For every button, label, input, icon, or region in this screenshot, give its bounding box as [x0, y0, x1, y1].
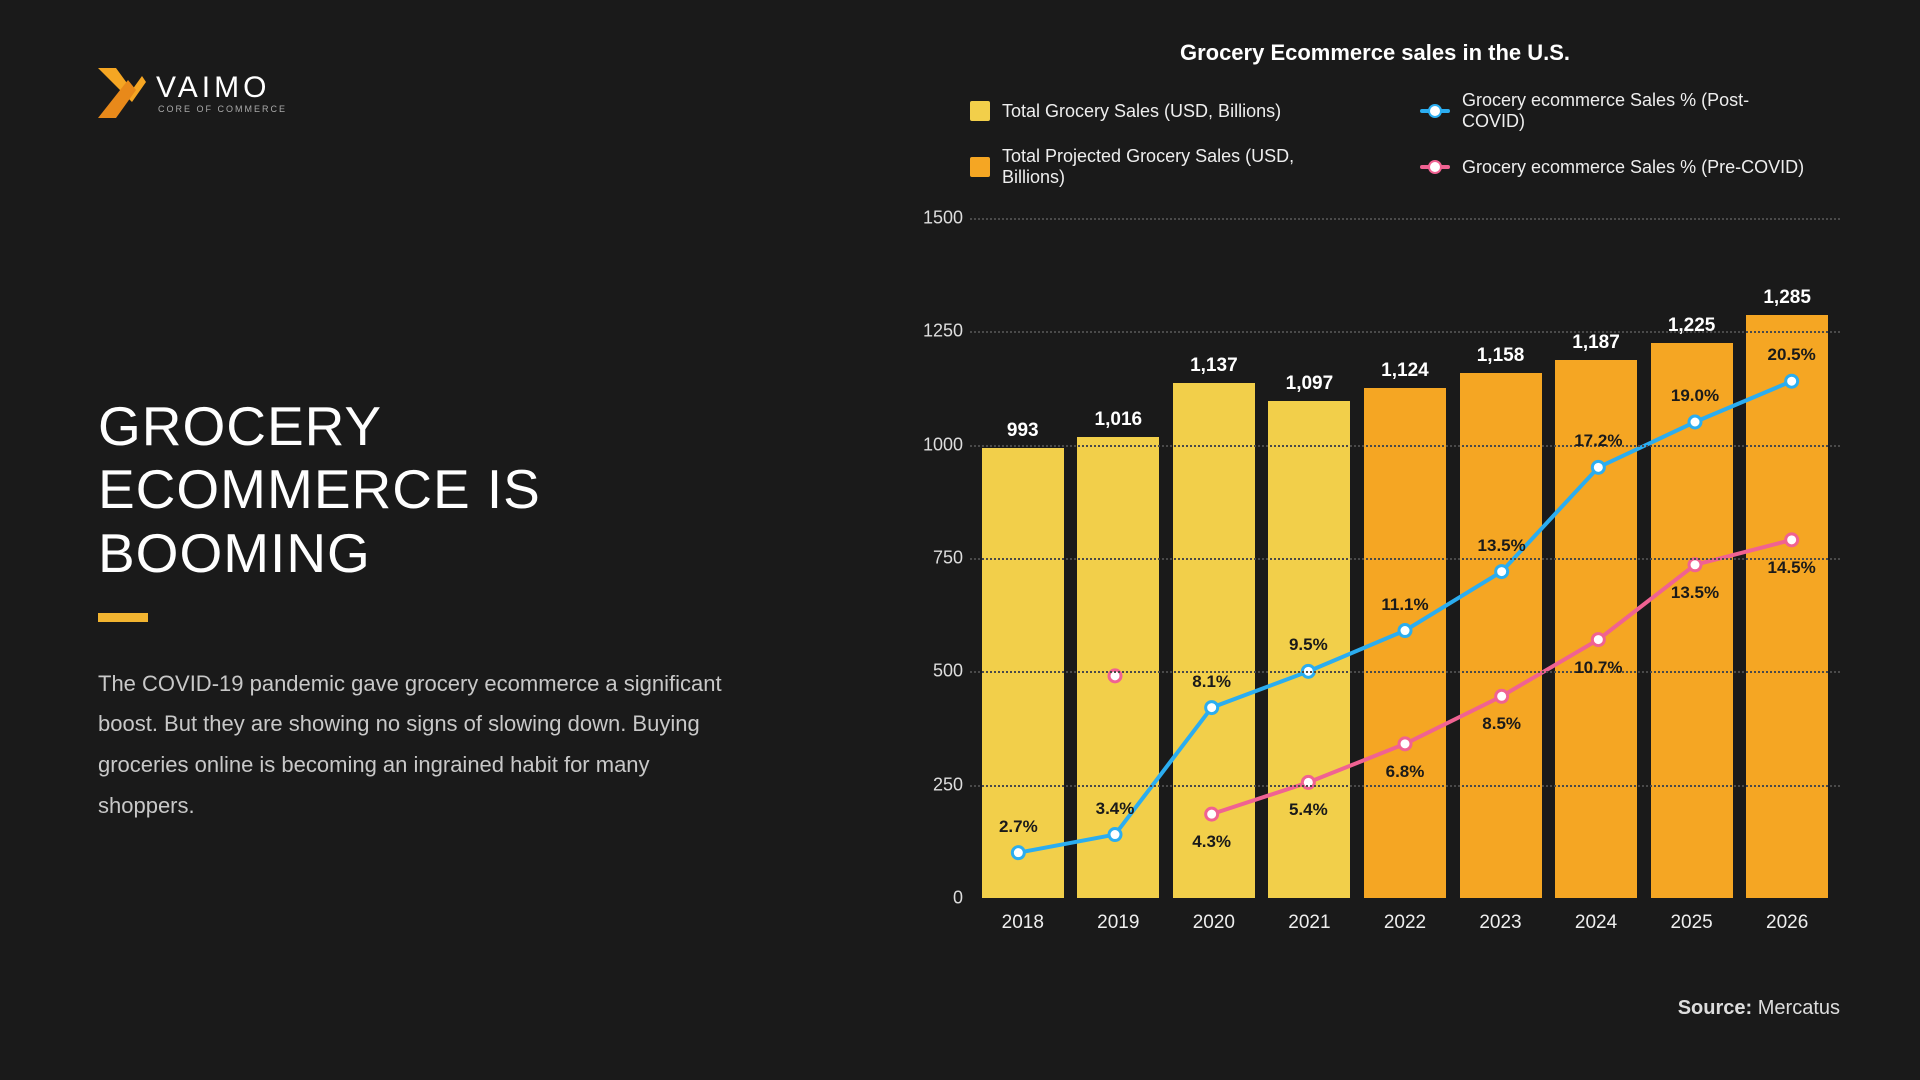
swatch-icon: [970, 101, 990, 121]
series-point-label: 17.2%: [1574, 431, 1622, 451]
series-point-label: 8.5%: [1482, 714, 1521, 734]
legend-label: Total Grocery Sales (USD, Billions): [1002, 101, 1281, 122]
legend-line-pre: Grocery ecommerce Sales % (Pre-COVID): [1420, 146, 1810, 188]
grid-line: [970, 558, 1840, 560]
bar: 1,137: [1173, 383, 1255, 898]
series-point-label: 9.5%: [1289, 635, 1328, 655]
series-point-label: 3.4%: [1096, 799, 1135, 819]
logo-tagline: CORE OF COMMERCE: [158, 105, 287, 114]
y-axis-label: 0: [915, 888, 963, 909]
line-swatch-icon: [1420, 165, 1450, 169]
brand-logo: VAIMO CORE OF COMMERCE: [98, 68, 287, 118]
legend-bar-projected: Total Projected Grocery Sales (USD, Bill…: [970, 146, 1360, 188]
bar-value-label: 1,124: [1381, 360, 1429, 382]
plot: 99320181,01620191,13720201,09720211,1242…: [900, 218, 1850, 938]
series-point-label: 20.5%: [1768, 345, 1816, 365]
legend-line-post: Grocery ecommerce Sales % (Post-COVID): [1420, 90, 1810, 132]
bar-slot: 1,1582023: [1460, 373, 1542, 898]
source-name: Mercatus: [1758, 997, 1840, 1019]
bar-value-label: 1,137: [1190, 355, 1238, 377]
bar: 1,225: [1651, 343, 1733, 898]
bar: 1,124: [1364, 388, 1446, 898]
series-point-label: 19.0%: [1671, 386, 1719, 406]
y-axis-label: 1500: [915, 208, 963, 229]
series-point-label: 6.8%: [1386, 762, 1425, 782]
bar-value-label: 1,225: [1668, 315, 1716, 337]
logo-mark-icon: [98, 68, 146, 118]
series-point-label: 2.7%: [999, 817, 1038, 837]
line-swatch-icon: [1420, 109, 1450, 113]
bar-value-label: 993: [1007, 420, 1039, 442]
y-axis-label: 1000: [915, 434, 963, 455]
series-point-label: 13.5%: [1671, 583, 1719, 603]
chart-title: Grocery Ecommerce sales in the U.S.: [900, 40, 1850, 66]
body-text: The COVID-19 pandemic gave grocery ecomm…: [98, 664, 738, 827]
x-axis-label: 2022: [1384, 912, 1426, 934]
bar-slot: 1,2252025: [1651, 343, 1733, 898]
x-axis-label: 2018: [1002, 912, 1044, 934]
y-axis-label: 1250: [915, 321, 963, 342]
series-point-label: 8.1%: [1192, 672, 1231, 692]
bar-value-label: 1,016: [1095, 409, 1143, 431]
series-point-label: 13.5%: [1478, 536, 1526, 556]
bar-slot: 1,0162019: [1077, 437, 1159, 898]
series-point-label: 4.3%: [1192, 832, 1231, 852]
series-point-label: 5.4%: [1289, 800, 1328, 820]
series-point-label: 14.5%: [1768, 558, 1816, 578]
legend-bar-actual: Total Grocery Sales (USD, Billions): [970, 90, 1360, 132]
x-axis-label: 2025: [1670, 912, 1712, 934]
bar-slot: 1,2852026: [1746, 315, 1828, 898]
grid-line: [970, 331, 1840, 333]
y-axis-label: 250: [915, 774, 963, 795]
bar: 1,016: [1077, 437, 1159, 898]
left-panel: GROCERY ECOMMERCE IS BOOMING The COVID-1…: [98, 395, 738, 827]
chart-legend: Total Grocery Sales (USD, Billions) Groc…: [900, 90, 1850, 218]
bar-value-label: 1,285: [1763, 287, 1811, 309]
grid-line: [970, 218, 1840, 220]
source-prefix: Source:: [1678, 997, 1752, 1019]
bar: 1,158: [1460, 373, 1542, 898]
y-axis-label: 750: [915, 548, 963, 569]
source-attribution: Source: Mercatus: [1678, 997, 1840, 1020]
legend-label: Grocery ecommerce Sales % (Pre-COVID): [1462, 157, 1804, 178]
bar: 1,285: [1746, 315, 1828, 898]
x-axis-label: 2026: [1766, 912, 1808, 934]
bar-value-label: 1,187: [1572, 332, 1620, 354]
bar-slot: 1,1372020: [1173, 383, 1255, 898]
page-title: GROCERY ECOMMERCE IS BOOMING: [98, 395, 738, 585]
plot-area: 99320181,01620191,13720201,09720211,1242…: [970, 218, 1840, 898]
legend-label: Total Projected Grocery Sales (USD, Bill…: [1002, 146, 1360, 188]
chart: Grocery Ecommerce sales in the U.S. Tota…: [900, 40, 1850, 938]
swatch-icon: [970, 157, 990, 177]
x-axis-label: 2019: [1097, 912, 1139, 934]
x-axis-label: 2024: [1575, 912, 1617, 934]
x-axis-label: 2020: [1193, 912, 1235, 934]
bar-value-label: 1,097: [1286, 373, 1334, 395]
series-point-label: 10.7%: [1574, 658, 1622, 678]
bar-value-label: 1,158: [1477, 345, 1525, 367]
x-axis-label: 2021: [1288, 912, 1330, 934]
grid-line: [970, 785, 1840, 787]
bar-slot: 1,1242022: [1364, 388, 1446, 898]
grid-line: [970, 445, 1840, 447]
grid-line: [970, 671, 1840, 673]
series-point-label: 11.1%: [1381, 595, 1428, 615]
legend-label: Grocery ecommerce Sales % (Post-COVID): [1462, 90, 1810, 132]
accent-bar: [98, 613, 148, 622]
x-axis-label: 2023: [1479, 912, 1521, 934]
logo-name: VAIMO: [156, 73, 287, 103]
y-axis-label: 500: [915, 661, 963, 682]
